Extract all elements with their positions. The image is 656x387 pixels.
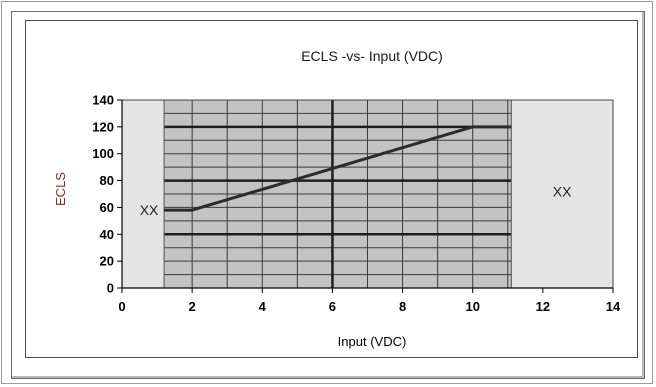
region-label: XX [553, 183, 572, 199]
x-tick-label: 0 [118, 299, 125, 314]
ecls-vs-input-chart: ECLS -vs- Input (VDC) XXXX02040608010012… [53, 48, 621, 349]
y-tick-label: 120 [92, 119, 114, 134]
chart-title: ECLS -vs- Input (VDC) [301, 48, 443, 64]
x-tick-label: 12 [536, 299, 550, 314]
x-tick-label: 4 [259, 299, 267, 314]
y-tick-label: 0 [107, 281, 114, 296]
x-axis-label: Input (VDC) [338, 334, 407, 349]
inner-frame [11, 11, 645, 379]
y-tick-label: 60 [100, 200, 114, 215]
chart-container: ECLS -vs- Input (VDC) XX XX 0 20 40 60 80 100 12… [25, 20, 638, 358]
region-left [121, 99, 165, 289]
y-axis-label: ECLS [53, 172, 68, 206]
x-tick-label: 14 [606, 299, 621, 314]
y-tick-label: 40 [100, 227, 114, 242]
x-tick-label: 2 [189, 299, 196, 314]
y-tick-label: 20 [100, 254, 114, 269]
x-tick-label: 6 [329, 299, 336, 314]
x-tick-label: 8 [399, 299, 406, 314]
y-tick-label: 80 [100, 173, 114, 188]
y-tick-label: 100 [92, 146, 114, 161]
x-tick-label: 10 [465, 299, 479, 314]
y-tick-label: 140 [92, 93, 114, 108]
series-line [164, 125, 512, 212]
region-label: XX [140, 202, 159, 218]
region-right [510, 99, 614, 289]
